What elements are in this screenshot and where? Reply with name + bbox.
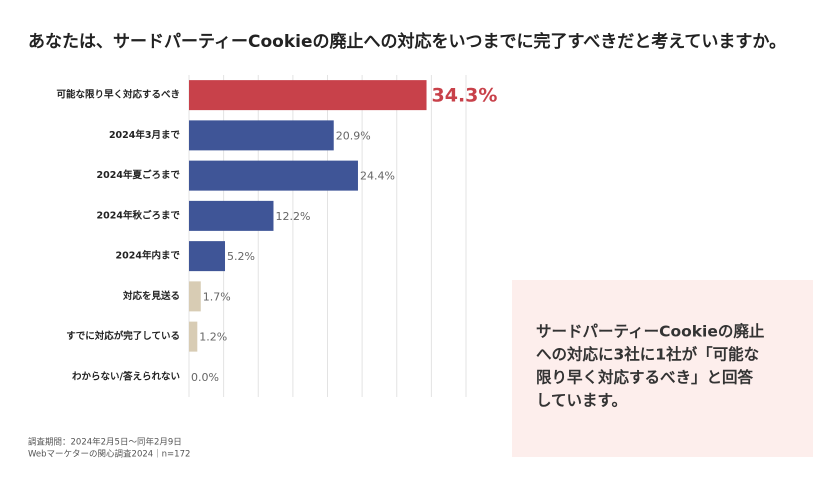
bar [189, 200, 274, 231]
bar [189, 80, 427, 111]
bar [189, 281, 201, 312]
bar [189, 321, 198, 352]
callout-text: への対応に3社に1社が「可能な [536, 345, 759, 364]
value-label: 0.0% [191, 371, 219, 384]
callout-text: サードパーティーCookieの廃止 [536, 322, 765, 341]
y-tick-label: 2024年秋ごろまで [97, 209, 181, 221]
y-tick-label: 対応を見送る [122, 290, 180, 302]
value-label: 1.7% [203, 290, 231, 303]
y-tick-label: わからない/答えられない [72, 370, 180, 382]
footnote: Webマーケターの関心調査2024｜n=172 [28, 449, 190, 460]
y-tick-label: 可能な限り早く対応するべき [56, 89, 180, 101]
value-label: 20.9% [336, 129, 371, 142]
y-tick-label: すでに対応が完了している [66, 330, 180, 342]
value-label: 5.2% [227, 250, 255, 263]
bar [189, 160, 358, 191]
y-tick-label: 2024年夏ごろまで [97, 169, 181, 181]
callout-text: 限り早く対応するべき」と回答 [536, 368, 754, 387]
bar [189, 120, 334, 151]
y-tick-label: 2024年内まで [116, 250, 181, 262]
callout-text: しています。 [536, 392, 627, 410]
value-label: 24.4% [360, 170, 395, 183]
value-label: 1.2% [199, 331, 227, 344]
y-tick-label: 2024年3月まで [109, 129, 181, 141]
callout-box [512, 280, 813, 457]
bar [189, 241, 226, 272]
value-label: 34.3% [432, 85, 498, 107]
footnote: 調査期間：2024年2月5日〜同年2月9日 [28, 437, 182, 448]
value-label: 12.2% [275, 210, 310, 223]
chart-title: あなたは、サードパーティーCookieの廃止への対応をいつまでに完了すべきだと考… [28, 31, 786, 52]
